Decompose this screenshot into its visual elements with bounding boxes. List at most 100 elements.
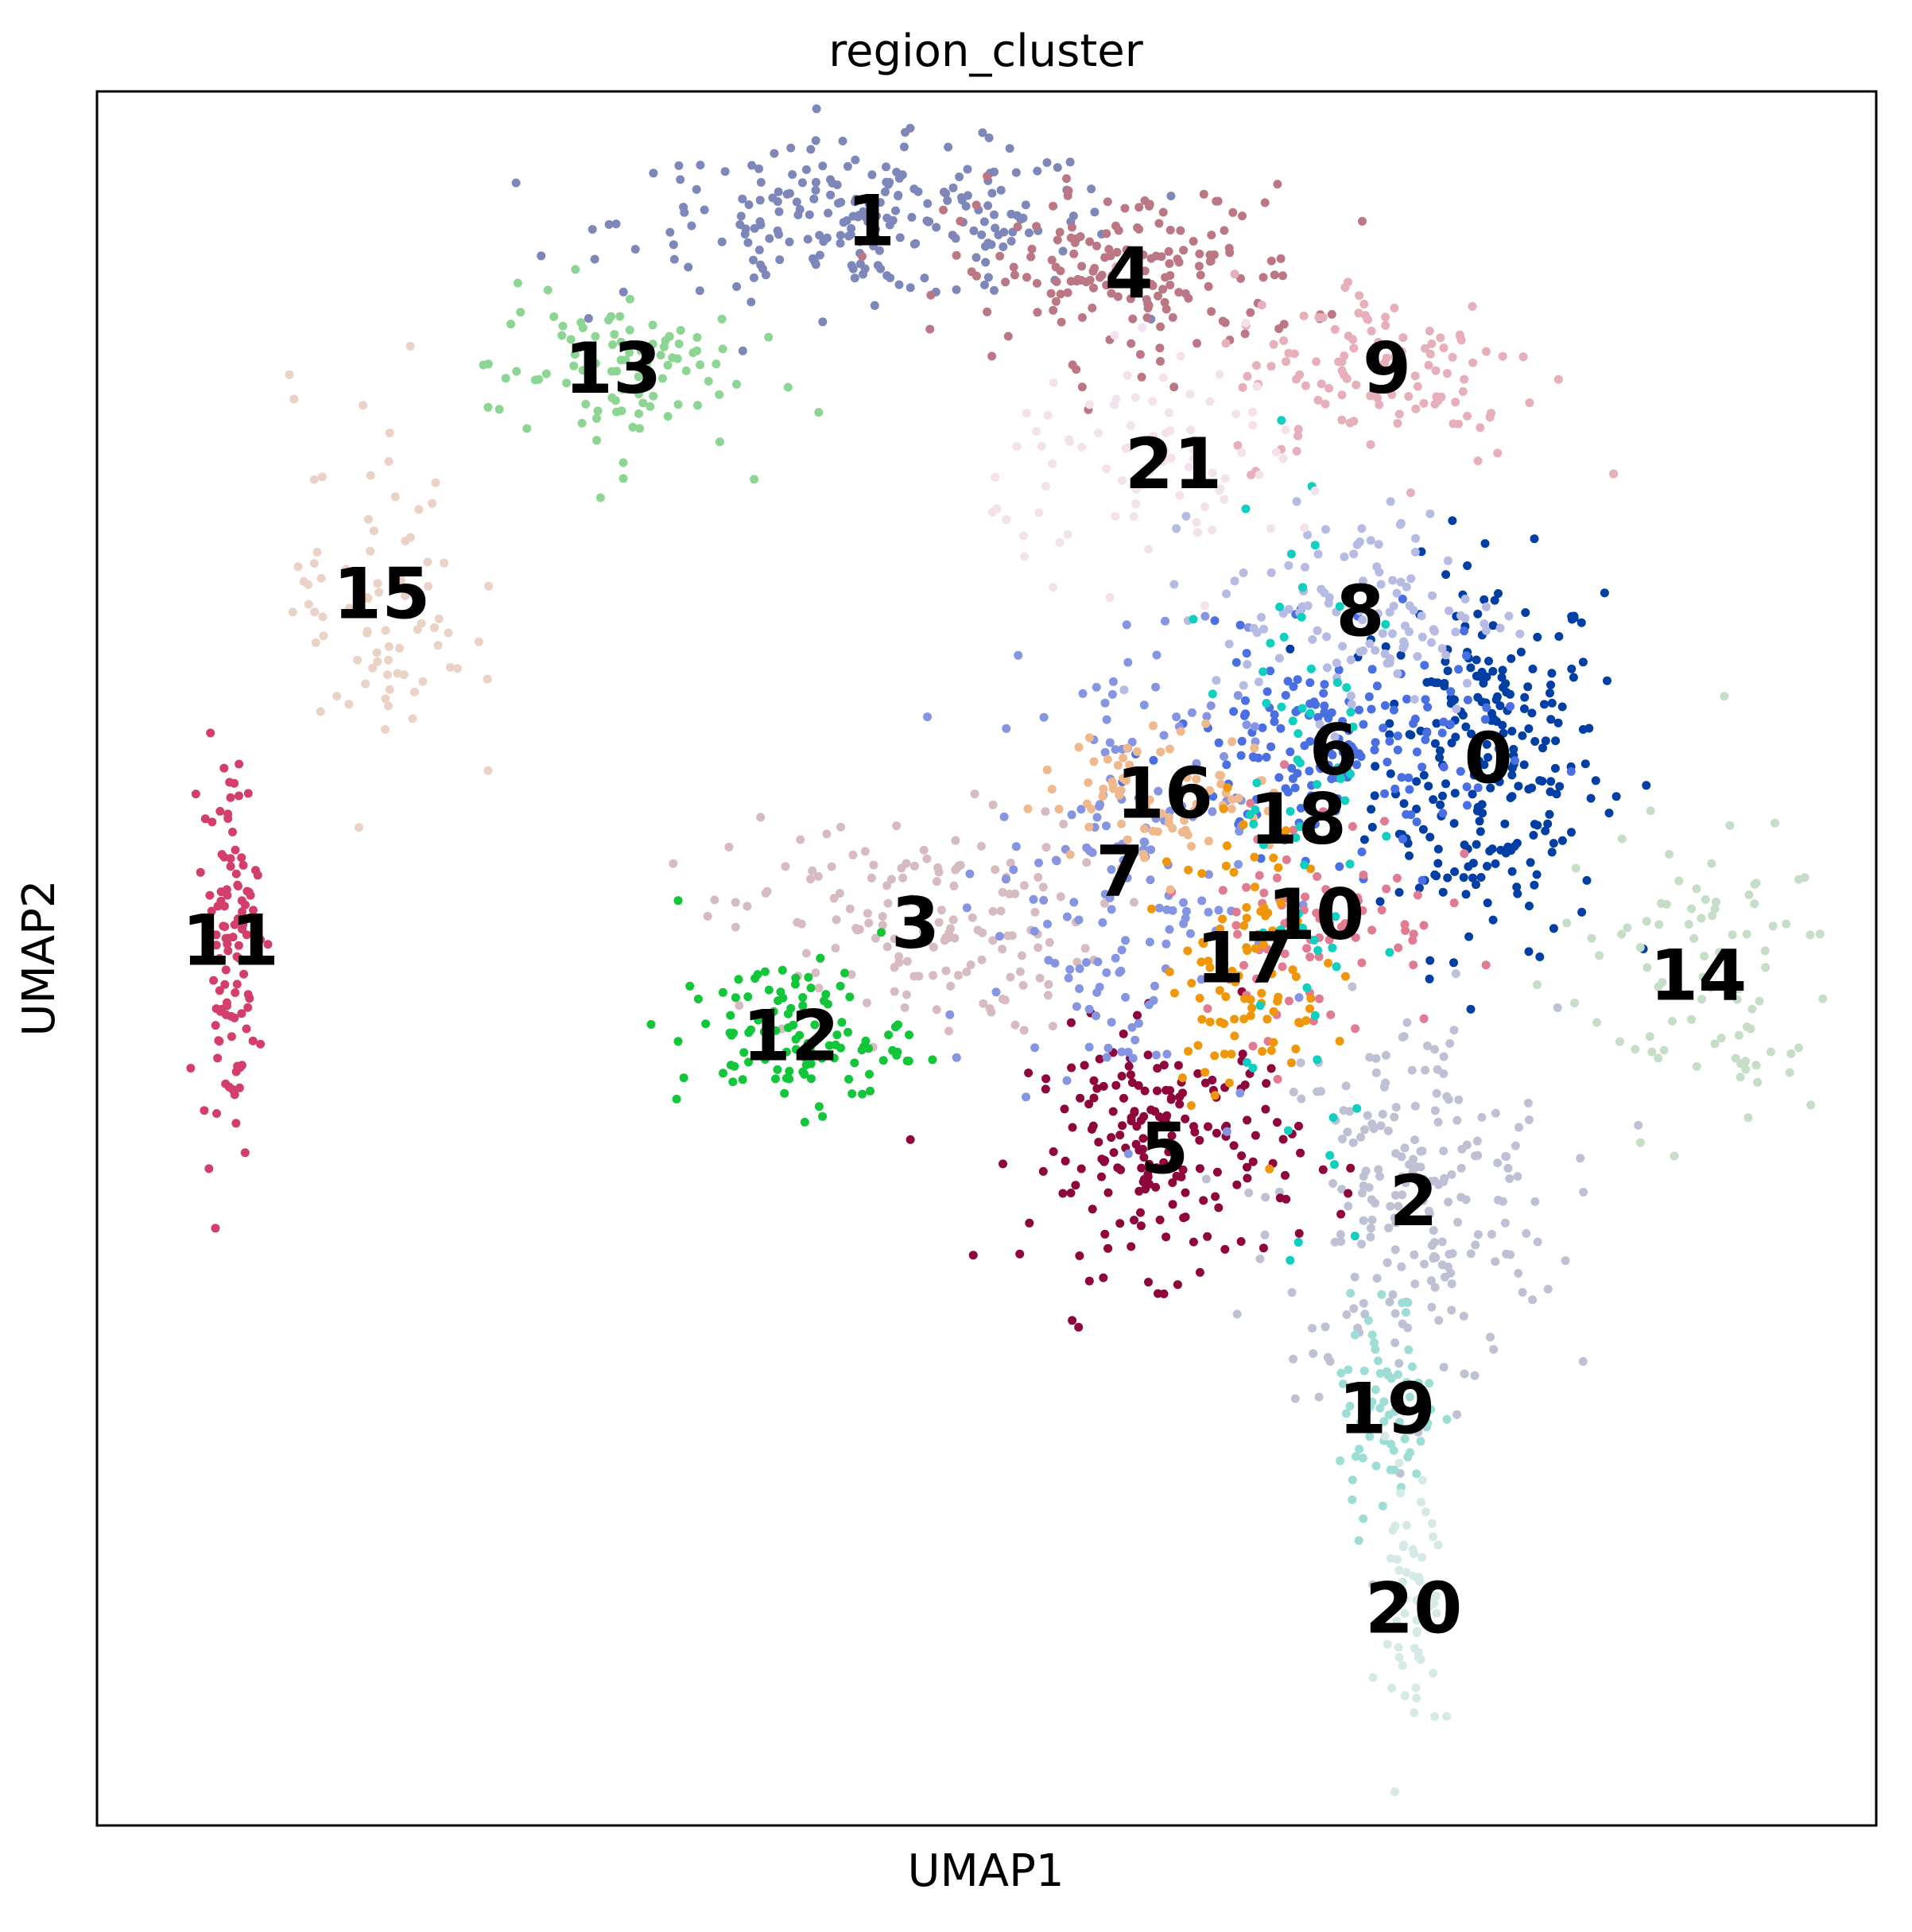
cluster-13-point (676, 326, 685, 335)
cluster-3-point (829, 894, 839, 903)
cluster-3-point (1030, 907, 1040, 917)
cluster-7-point (1121, 992, 1131, 1002)
cluster-1-point (847, 223, 856, 233)
cluster-9-point (1354, 308, 1363, 318)
cluster-18-point (1340, 796, 1350, 805)
cluster-10-point (1322, 894, 1332, 904)
cluster-5-point (1164, 1147, 1173, 1157)
cluster-1-point (537, 251, 546, 261)
cluster-2-point (1447, 1170, 1456, 1179)
cluster-2-point (1511, 1141, 1520, 1150)
cluster-2-point (1444, 1095, 1453, 1104)
cluster-12-points (646, 896, 937, 1127)
cluster-3-point (1010, 889, 1020, 898)
cluster-9-point (1498, 351, 1507, 361)
y-axis-label: UMAP2 (14, 879, 65, 1036)
cluster-5-point (1094, 1138, 1103, 1146)
cluster-14-point (1635, 1138, 1645, 1147)
cluster-18-point (1309, 936, 1319, 945)
cluster-14-point (1736, 1073, 1745, 1082)
cluster-15-point (418, 677, 428, 686)
cluster-15-point (483, 674, 492, 684)
cluster-0-point (1461, 890, 1471, 899)
cluster-3-point (1059, 820, 1068, 828)
cluster-1-point (1024, 228, 1034, 238)
cluster-14-point (1692, 884, 1701, 894)
cluster-11-point (216, 887, 226, 897)
cluster-4-point (1176, 226, 1185, 235)
cluster-21-point (1189, 454, 1198, 464)
cluster-1-point (1005, 144, 1014, 153)
cluster-12-point (836, 981, 845, 991)
cluster-6-point (1222, 760, 1231, 770)
cluster-label-13: 13 (564, 328, 661, 409)
cluster-12-point (797, 1011, 806, 1020)
cluster-4-point (1169, 382, 1179, 392)
cluster-2-point (1360, 1309, 1370, 1319)
cluster-15-point (414, 505, 424, 514)
cluster-21-point (1032, 427, 1041, 436)
cluster-7-point (1186, 929, 1195, 938)
cluster-11-point (226, 793, 235, 802)
cluster-1-point (894, 280, 904, 289)
cluster-11-point (250, 954, 260, 964)
cluster-17-point (1197, 1014, 1207, 1024)
cluster-17-point (1256, 906, 1266, 916)
cluster-17-point (1282, 826, 1290, 836)
cluster-10-point (1280, 836, 1290, 845)
cluster-11-point (209, 976, 219, 985)
cluster-14-point (1684, 920, 1693, 929)
cluster-3-point (932, 1005, 941, 1014)
cluster-2-point (1357, 1189, 1367, 1198)
cluster-18-point (1276, 925, 1286, 934)
cluster-12-point (761, 1049, 770, 1058)
cluster-6-point (1462, 651, 1471, 661)
cluster-18-point (1259, 840, 1268, 849)
cluster-15-point (383, 701, 393, 711)
cluster-10-point (1282, 855, 1291, 864)
cluster-8-point (1315, 720, 1324, 729)
cluster-19-point (1405, 1392, 1414, 1402)
cluster-2-point (1416, 1146, 1425, 1156)
cluster-12-point (818, 1111, 828, 1121)
cluster-21-point (1185, 390, 1195, 399)
cluster-2-point (1451, 969, 1460, 979)
cluster-16-point (1103, 755, 1112, 764)
cluster-0-point (1518, 731, 1527, 740)
cluster-0-point (1603, 676, 1611, 685)
cluster-20-point (1421, 1507, 1430, 1517)
cluster-15-point (289, 394, 299, 404)
cluster-8-point (1445, 606, 1453, 615)
cluster-1-point (744, 200, 754, 209)
cluster-19-point (1412, 1469, 1421, 1479)
cluster-18-point (1288, 716, 1297, 726)
cluster-7-point (1100, 698, 1110, 708)
cluster-13-point (530, 375, 540, 385)
cluster-1-point (749, 255, 758, 265)
cluster-18-point (1252, 778, 1262, 788)
cluster-17-point (1193, 1041, 1203, 1050)
cluster-16-point (1123, 743, 1132, 753)
cluster-12-point (845, 992, 855, 1002)
cluster-3-point (1000, 995, 1010, 1005)
cluster-19-point (1348, 1475, 1357, 1484)
cluster-18-point (1297, 612, 1306, 622)
cluster-15-point (299, 576, 308, 586)
cluster-19-point (1352, 1452, 1360, 1461)
cluster-4-point (1134, 203, 1144, 212)
cluster-2-point (1514, 1269, 1523, 1278)
cluster-6-point (1506, 702, 1515, 711)
cluster-0-point (1468, 859, 1478, 868)
cluster-6-point (1320, 680, 1329, 689)
cluster-19-point (1386, 1439, 1395, 1449)
cluster-4-point (1168, 312, 1177, 322)
cluster-15-point (373, 657, 382, 666)
cluster-6-point (1266, 666, 1275, 676)
cluster-4-point (1146, 254, 1156, 263)
cluster-8-point (1355, 537, 1364, 546)
cluster-9-point (1340, 351, 1349, 360)
cluster-2-point (1289, 1354, 1298, 1364)
cluster-9-point (1314, 312, 1324, 322)
cluster-2-point (1379, 1082, 1389, 1092)
cluster-0-point (1359, 835, 1369, 844)
